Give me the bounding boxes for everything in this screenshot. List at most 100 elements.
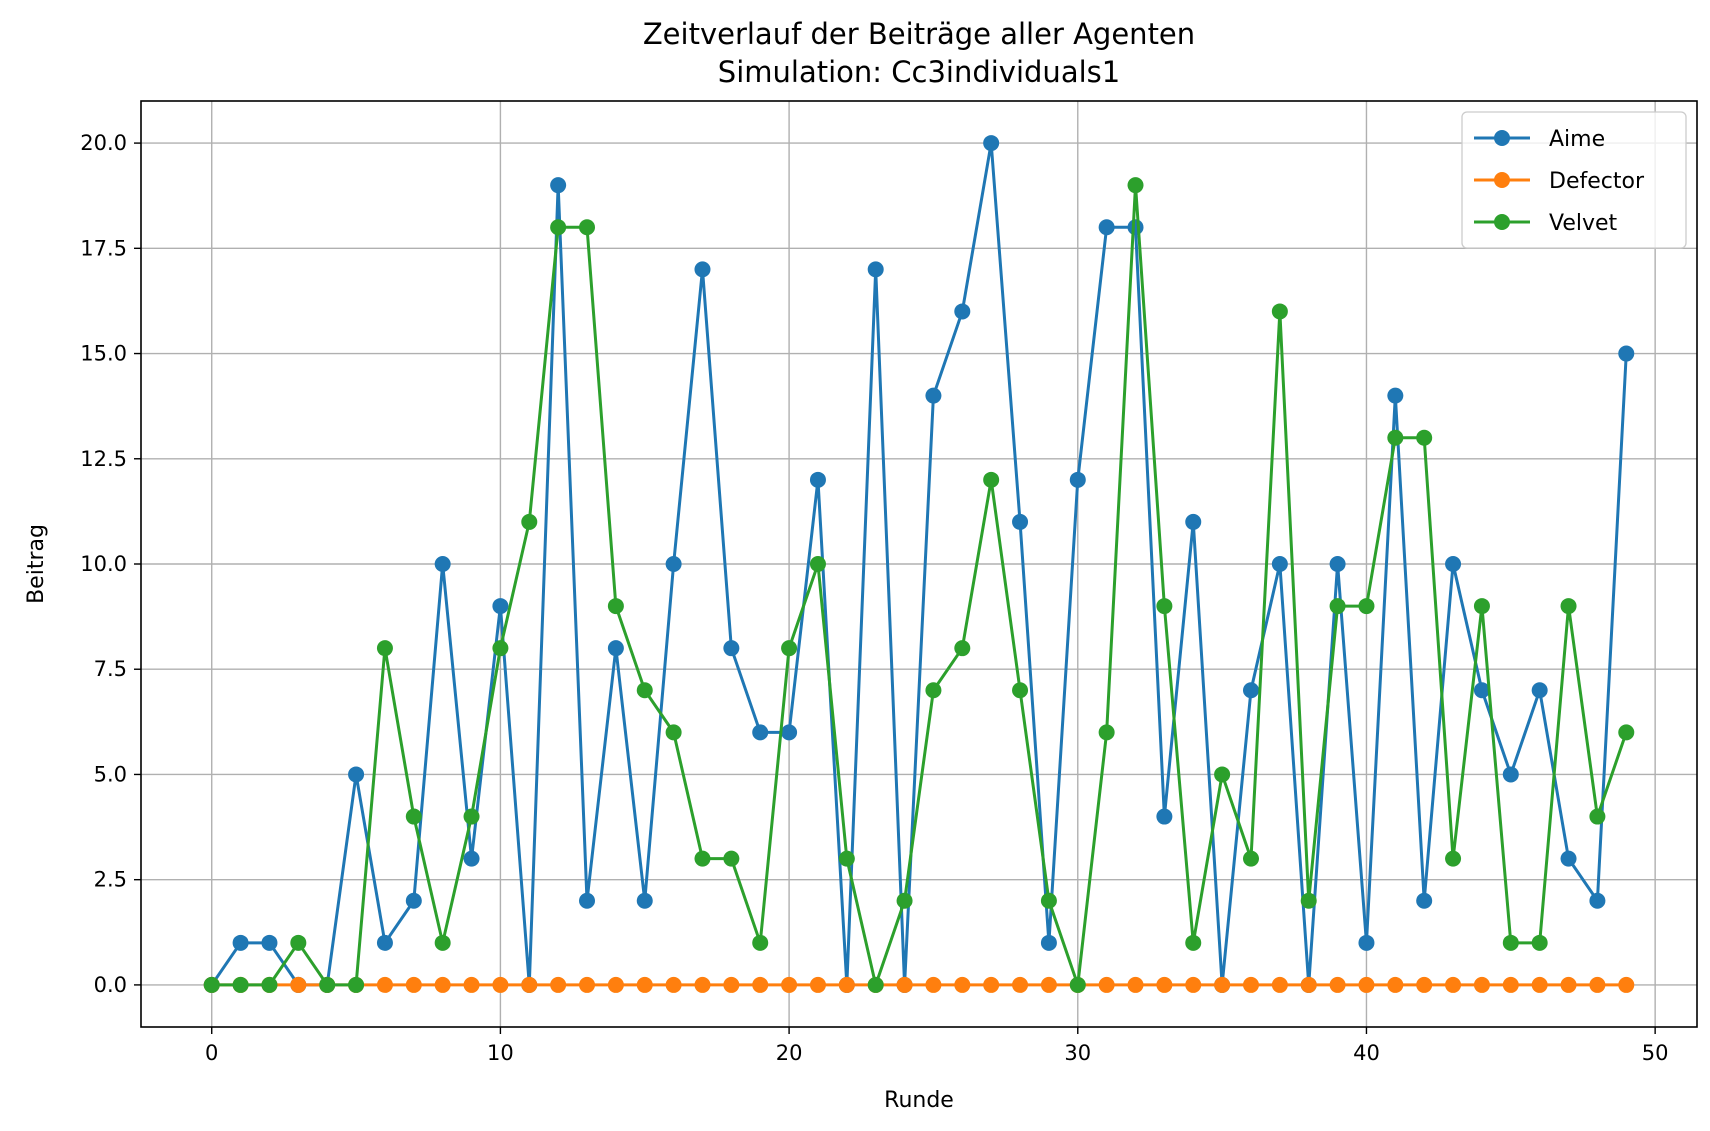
data-point-aime xyxy=(723,640,740,657)
data-point-defector xyxy=(1329,976,1346,993)
data-point-aime xyxy=(1416,892,1433,909)
x-axis-label: Runde xyxy=(884,1088,954,1113)
data-point-velvet xyxy=(607,598,624,615)
legend-box xyxy=(1461,111,1687,249)
data-point-defector xyxy=(1473,976,1490,993)
legend-entry-velvet: Velvet xyxy=(1474,211,1618,236)
data-point-defector xyxy=(665,976,682,993)
data-point-defector xyxy=(1618,976,1635,993)
data-point-aime xyxy=(434,556,451,572)
data-point-defector xyxy=(434,976,451,993)
data-point-defector xyxy=(550,976,567,993)
data-point-aime xyxy=(607,640,624,657)
data-point-defector xyxy=(405,976,422,993)
legend-marker-defector xyxy=(1494,172,1510,188)
data-point-defector xyxy=(492,976,509,993)
data-point-defector xyxy=(1098,976,1115,993)
y-tick-label: 2.5 xyxy=(94,868,127,892)
x-tick-label: 20 xyxy=(776,1041,803,1065)
data-point-defector xyxy=(579,976,596,993)
legend-label-aime: Aime xyxy=(1549,127,1605,152)
data-point-velvet xyxy=(1214,766,1231,783)
data-point-aime xyxy=(665,556,682,572)
data-point-velvet xyxy=(1156,598,1173,615)
y-tick-label: 20.0 xyxy=(80,131,127,155)
y-tick-label: 5.0 xyxy=(94,762,127,786)
data-point-defector xyxy=(1589,976,1606,993)
data-point-aime xyxy=(867,261,884,278)
data-point-velvet xyxy=(867,976,884,993)
data-point-velvet xyxy=(954,640,971,657)
data-point-velvet xyxy=(1242,850,1259,867)
data-point-velvet xyxy=(261,976,278,993)
data-point-velvet xyxy=(463,808,480,825)
data-point-velvet xyxy=(290,934,307,951)
data-point-defector xyxy=(1387,976,1404,993)
data-point-defector xyxy=(896,976,913,993)
data-point-aime xyxy=(1560,850,1577,867)
data-point-defector xyxy=(290,976,307,993)
data-point-defector xyxy=(1040,976,1057,993)
data-point-defector xyxy=(463,976,480,993)
data-point-velvet xyxy=(723,850,740,867)
data-point-defector xyxy=(983,976,1000,993)
data-point-aime xyxy=(1618,345,1635,362)
data-point-aime xyxy=(1589,892,1606,909)
data-point-velvet xyxy=(1271,303,1288,320)
data-point-velvet xyxy=(694,850,711,867)
data-point-velvet xyxy=(521,513,538,530)
data-point-aime xyxy=(1358,934,1375,951)
x-tick-label: 50 xyxy=(1642,1041,1669,1065)
data-point-velvet xyxy=(1127,177,1144,194)
data-point-velvet xyxy=(983,471,1000,488)
x-tick-label: 10 xyxy=(487,1041,514,1065)
data-point-aime xyxy=(1242,682,1259,699)
data-point-velvet xyxy=(1329,598,1346,615)
data-point-aime xyxy=(1156,808,1173,825)
data-point-defector xyxy=(925,976,942,993)
chart-title: Zeitverlauf der Beiträge aller Agenten xyxy=(643,17,1195,51)
legend: Aime Defector Velvet xyxy=(1461,111,1687,249)
data-point-defector xyxy=(1416,976,1433,993)
data-point-velvet xyxy=(1502,934,1519,951)
data-point-defector xyxy=(1300,976,1317,993)
data-point-velvet xyxy=(434,934,451,951)
data-point-aime xyxy=(1502,766,1519,783)
x-axis: 0 10 20 30 40 50 xyxy=(205,1027,1669,1065)
data-point-aime xyxy=(550,177,567,194)
data-point-aime xyxy=(463,850,480,867)
series-line-aime xyxy=(210,141,1628,987)
data-point-aime xyxy=(809,471,826,488)
data-point-velvet xyxy=(1358,598,1375,615)
y-tick-label: 0.0 xyxy=(94,973,127,997)
data-point-aime xyxy=(983,135,1000,152)
data-point-velvet xyxy=(1185,934,1202,951)
data-point-velvet xyxy=(781,640,798,657)
data-point-velvet xyxy=(925,682,942,699)
series-group xyxy=(203,135,1635,993)
data-point-defector xyxy=(781,976,798,993)
data-point-aime xyxy=(1445,556,1462,572)
data-point-velvet xyxy=(319,976,336,993)
data-point-velvet xyxy=(550,219,567,236)
data-point-velvet xyxy=(1387,429,1404,446)
data-point-velvet xyxy=(1589,808,1606,825)
legend-marker-velvet xyxy=(1494,214,1510,230)
y-axis-label: Beitrag xyxy=(24,524,49,604)
data-point-aime xyxy=(1127,219,1144,236)
data-point-defector xyxy=(954,976,971,993)
data-point-defector xyxy=(1156,976,1173,993)
legend-entry-aime: Aime xyxy=(1474,127,1605,152)
data-point-defector xyxy=(809,976,826,993)
data-point-aime xyxy=(405,892,422,909)
data-point-aime xyxy=(1329,556,1346,572)
data-point-aime xyxy=(781,724,798,741)
data-point-velvet xyxy=(752,934,769,951)
data-point-velvet xyxy=(348,976,365,993)
data-point-defector xyxy=(521,976,538,993)
series-line-velvet xyxy=(211,183,1628,987)
data-point-aime xyxy=(1185,513,1202,530)
data-point-velvet xyxy=(579,219,596,236)
x-tick-label: 40 xyxy=(1353,1041,1380,1065)
